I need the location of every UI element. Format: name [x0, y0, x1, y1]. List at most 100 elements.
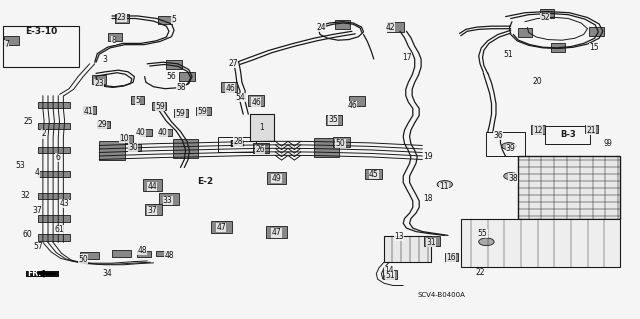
Bar — [179, 72, 195, 81]
Text: 55: 55 — [477, 229, 488, 238]
Text: 9: 9 — [603, 139, 608, 148]
Text: 31: 31 — [426, 238, 436, 247]
Text: 5: 5 — [135, 96, 140, 105]
Bar — [314, 138, 339, 157]
Text: 26: 26 — [255, 145, 265, 154]
Text: 22: 22 — [476, 268, 484, 277]
Bar — [461, 219, 620, 267]
Text: SCV4-B0400A: SCV4-B0400A — [418, 292, 465, 298]
Bar — [145, 204, 162, 215]
Bar — [174, 109, 188, 117]
Bar — [159, 193, 179, 205]
Text: 54: 54 — [236, 93, 246, 102]
Bar — [159, 129, 172, 136]
Bar — [4, 36, 19, 45]
Text: 18: 18 — [423, 194, 432, 203]
Circle shape — [437, 181, 452, 188]
Bar — [333, 137, 350, 147]
Bar — [486, 132, 525, 156]
Bar — [140, 129, 152, 136]
Text: 46: 46 — [347, 101, 357, 110]
Bar — [158, 16, 172, 24]
Bar — [266, 226, 287, 238]
Bar — [137, 251, 151, 257]
Text: 27: 27 — [228, 59, 238, 68]
Bar — [211, 221, 232, 233]
Bar — [38, 102, 70, 108]
Text: 56: 56 — [166, 72, 177, 81]
Text: 40: 40 — [136, 128, 146, 137]
Bar — [156, 251, 170, 256]
Text: 32: 32 — [20, 191, 31, 200]
Text: 48: 48 — [137, 246, 147, 255]
Text: 21: 21 — [587, 126, 596, 135]
Text: 14: 14 — [384, 266, 394, 275]
Bar — [26, 271, 59, 277]
Bar — [218, 137, 256, 152]
Text: 28: 28 — [234, 137, 243, 146]
Text: 51: 51 — [385, 271, 396, 280]
Text: 34: 34 — [102, 269, 113, 278]
Text: 33: 33 — [163, 196, 173, 205]
Text: 10: 10 — [119, 134, 129, 143]
Bar — [445, 253, 458, 261]
Bar — [83, 106, 96, 114]
Text: 12: 12 — [533, 126, 542, 135]
Bar — [80, 252, 99, 259]
Bar — [387, 22, 404, 32]
Text: 29: 29 — [97, 120, 108, 129]
Circle shape — [502, 143, 516, 150]
Text: 7: 7 — [4, 40, 9, 49]
Text: 3: 3 — [102, 55, 108, 63]
Bar — [128, 144, 141, 151]
Text: 49: 49 — [271, 174, 282, 183]
Text: 60: 60 — [22, 230, 32, 239]
Text: 1: 1 — [259, 123, 264, 132]
Circle shape — [479, 238, 494, 246]
Bar — [424, 236, 440, 246]
Text: 50: 50 — [78, 255, 88, 263]
Bar — [38, 215, 70, 222]
Bar — [38, 171, 70, 177]
Text: E-2: E-2 — [197, 177, 213, 186]
Text: 43: 43 — [59, 199, 69, 208]
Bar — [38, 234, 70, 241]
Text: 48: 48 — [164, 251, 174, 260]
Text: E-3-10: E-3-10 — [26, 27, 58, 36]
Text: B-3: B-3 — [560, 130, 575, 139]
Text: 4: 4 — [35, 168, 40, 177]
Bar — [3, 26, 79, 67]
Text: 20: 20 — [532, 77, 543, 85]
Bar — [131, 96, 144, 105]
Bar — [253, 143, 269, 153]
Bar — [115, 14, 129, 23]
Bar — [38, 123, 70, 129]
Text: 59: 59 — [175, 109, 186, 118]
Circle shape — [504, 173, 518, 180]
Text: 23: 23 — [94, 79, 104, 88]
Text: 52: 52 — [540, 13, 550, 22]
Text: 9: 9 — [607, 139, 612, 148]
Text: 53: 53 — [15, 161, 26, 170]
Bar — [518, 156, 620, 219]
Text: 13: 13 — [394, 232, 404, 241]
Bar — [545, 126, 590, 144]
Text: 37: 37 — [147, 206, 157, 215]
Text: 47: 47 — [216, 223, 227, 232]
Text: 59: 59 — [155, 102, 165, 111]
Text: 50: 50 — [335, 139, 346, 148]
Text: 2: 2 — [41, 130, 46, 138]
Text: 5: 5 — [172, 15, 177, 24]
Bar — [143, 179, 162, 191]
Text: 44: 44 — [147, 182, 157, 191]
Text: 23: 23 — [116, 13, 127, 22]
Bar — [152, 102, 166, 110]
Text: 46: 46 — [225, 84, 236, 93]
Bar — [92, 75, 106, 84]
Bar — [540, 9, 554, 18]
Bar — [38, 193, 70, 199]
Bar — [518, 28, 532, 37]
Text: 19: 19 — [422, 152, 433, 161]
Bar — [585, 125, 598, 133]
Bar — [38, 147, 70, 153]
